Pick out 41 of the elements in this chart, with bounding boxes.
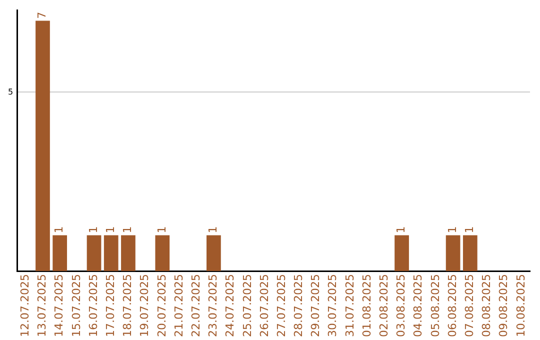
x-tick-label: 03.08.2025 bbox=[394, 274, 408, 338]
x-tick-label: 09.08.2025 bbox=[497, 274, 510, 338]
x-tick-label: 12.07.2025 bbox=[18, 274, 32, 338]
x-tick-label: 17.07.2025 bbox=[104, 274, 117, 338]
x-tick-label: 18.07.2025 bbox=[121, 274, 134, 338]
x-tick-label: 14.07.2025 bbox=[52, 274, 66, 338]
x-tick-label: 28.07.2025 bbox=[292, 274, 306, 338]
x-tick-label: 16.07.2025 bbox=[86, 274, 100, 338]
data-label: 1 bbox=[446, 226, 459, 234]
y-tick-label: 5 bbox=[8, 87, 14, 96]
x-tick-label: 25.07.2025 bbox=[240, 274, 254, 338]
x-tick-label: 29.07.2025 bbox=[309, 274, 322, 338]
x-tick-label: 30.07.2025 bbox=[326, 274, 340, 338]
x-tick-label: 31.07.2025 bbox=[343, 274, 356, 338]
x-tick-label: 13.07.2025 bbox=[36, 274, 49, 338]
x-tick-label: 01.08.2025 bbox=[360, 274, 374, 338]
x-tick-label: 10.08.2025 bbox=[514, 274, 528, 338]
data-label: 1 bbox=[206, 226, 220, 234]
data-label: 1 bbox=[104, 226, 117, 234]
x-tick-label: 20.07.2025 bbox=[155, 274, 168, 338]
x-tick-label: 05.08.2025 bbox=[428, 274, 442, 338]
x-tick-label: 07.08.2025 bbox=[463, 274, 476, 338]
x-tick-label: 27.07.2025 bbox=[274, 274, 288, 338]
x-tick-label: 19.07.2025 bbox=[138, 274, 152, 338]
x-tick-label: 26.07.2025 bbox=[258, 274, 271, 338]
x-tick-label: 23.07.2025 bbox=[206, 274, 220, 338]
data-label: 7 bbox=[36, 12, 49, 19]
data-label: 1 bbox=[121, 226, 134, 234]
x-tick-label: 02.08.2025 bbox=[378, 274, 391, 338]
x-tick-label: 21.07.2025 bbox=[172, 274, 186, 338]
x-tick-label: 15.07.2025 bbox=[70, 274, 83, 338]
x-tick-label: 06.08.2025 bbox=[446, 274, 459, 338]
data-label: 1 bbox=[86, 226, 100, 234]
data-label: 1 bbox=[155, 226, 168, 234]
data-label: 1 bbox=[52, 226, 66, 234]
x-tick-label: 24.07.2025 bbox=[224, 274, 237, 338]
data-label: 1 bbox=[463, 226, 476, 234]
data-label: 1 bbox=[394, 226, 408, 234]
x-tick-label: 22.07.2025 bbox=[189, 274, 202, 338]
x-tick-label: 04.08.2025 bbox=[412, 274, 425, 338]
x-tick-label: 08.08.2025 bbox=[480, 274, 494, 338]
